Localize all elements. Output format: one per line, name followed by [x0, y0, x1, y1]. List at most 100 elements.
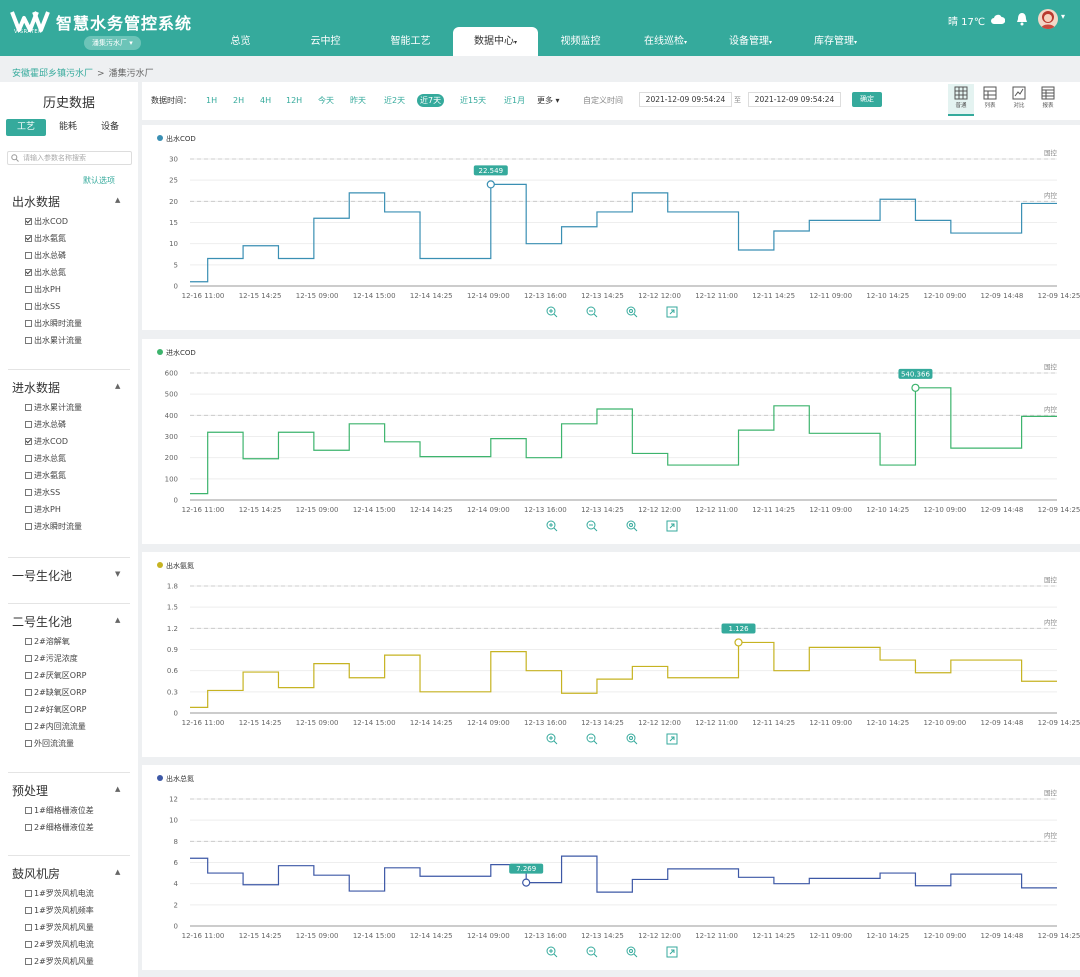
nav-item-inventory[interactable]: 库存管理▾ [793, 27, 878, 56]
chevron-up-icon[interactable]: ▲ [115, 196, 121, 204]
tab-process[interactable]: 工艺 [6, 119, 46, 136]
checkbox-unchecked[interactable] [25, 523, 32, 530]
checkbox-item[interactable]: 2#罗茨风机风量 [25, 956, 94, 968]
nav-item-smart-process[interactable]: 智能工艺 [368, 27, 453, 56]
range-today[interactable]: 今天 [318, 96, 334, 105]
default-option-link[interactable]: 默认选项 [83, 176, 115, 185]
checkbox-unchecked[interactable] [25, 689, 32, 696]
checkbox-unchecked[interactable] [25, 941, 32, 948]
range-yesterday[interactable]: 昨天 [350, 96, 366, 105]
breadcrumb-root[interactable]: 安徽霍邱乡镇污水厂 [12, 69, 94, 79]
view-report-button[interactable]: 报表 [1035, 84, 1061, 116]
checkbox-item[interactable]: 出水累计流量 [25, 335, 82, 347]
checkbox-unchecked[interactable] [25, 404, 32, 411]
range-15-days[interactable]: 近15天 [460, 96, 487, 105]
checkbox-item[interactable]: 1#罗茨风机电流 [25, 888, 94, 900]
checkbox-unchecked[interactable] [25, 924, 32, 931]
more-dropdown[interactable]: 更多 ▾ [537, 95, 560, 106]
nav-item-video[interactable]: 视频监控 [538, 27, 623, 56]
checkbox-item[interactable]: 1#罗茨风机频率 [25, 905, 94, 917]
section-header[interactable]: 进水数据 [12, 381, 61, 395]
range-2h[interactable]: 2H [233, 96, 245, 105]
section-header[interactable]: 预处理 [12, 784, 49, 798]
checkbox-item[interactable]: 1#罗茨风机风量 [25, 922, 94, 934]
checkbox-item[interactable]: 2#内回流流量 [25, 721, 86, 733]
checkbox-unchecked[interactable] [25, 337, 32, 344]
nav-item-overview[interactable]: 总览 [198, 27, 283, 56]
chevron-up-icon[interactable]: ▲ [115, 785, 121, 793]
checkbox-unchecked[interactable] [25, 807, 32, 814]
checkbox-item[interactable]: 出水总氮 [25, 267, 66, 279]
checkbox-item[interactable]: 进水SS [25, 487, 60, 499]
checkbox-unchecked[interactable] [25, 421, 32, 428]
checkbox-unchecked[interactable] [25, 672, 32, 679]
range-1-month[interactable]: 近1月 [504, 96, 526, 105]
checkbox-item[interactable]: 出水氨氮 [25, 233, 66, 245]
checkbox-item[interactable]: 外回流流量 [25, 738, 74, 750]
zoom-reset-icon[interactable] [626, 733, 638, 745]
section-header[interactable]: 出水数据 [12, 195, 61, 209]
range-4h[interactable]: 4H [260, 96, 272, 105]
checkbox-item[interactable]: 出水PH [25, 284, 61, 296]
nav-item-cloud-control[interactable]: 云中控 [283, 27, 368, 56]
fullscreen-icon[interactable] [666, 946, 678, 958]
range-12h[interactable]: 12H [286, 96, 303, 105]
zoom-reset-icon[interactable] [626, 946, 638, 958]
section-header[interactable]: 鼓风机房 [12, 867, 61, 881]
checkbox-checked[interactable] [25, 218, 32, 225]
checkbox-checked[interactable] [25, 438, 32, 445]
start-date-input[interactable]: 2021-12-09 09:54:24 [639, 92, 732, 107]
search-input[interactable]: 请输入参数名称搜索 [7, 151, 132, 165]
checkbox-item[interactable]: 2#罗茨风机电流 [25, 939, 94, 951]
checkbox-unchecked[interactable] [25, 638, 32, 645]
checkbox-item[interactable]: 2#细格栅液位差 [25, 822, 94, 834]
checkbox-unchecked[interactable] [25, 472, 32, 479]
nav-item-data-center[interactable]: 数据中心▾ [453, 27, 538, 56]
nav-item-inspection[interactable]: 在线巡检▾ [623, 27, 708, 56]
zoom-out-icon[interactable] [586, 733, 598, 745]
checkbox-unchecked[interactable] [25, 890, 32, 897]
view-normal-button[interactable]: 普通 [948, 84, 974, 116]
bell-icon[interactable] [1016, 12, 1028, 26]
checkbox-item[interactable]: 2#好氧区ORP [25, 704, 86, 716]
checkbox-item[interactable]: 2#厌氧区ORP [25, 670, 86, 682]
checkbox-item[interactable]: 进水COD [25, 436, 68, 448]
confirm-button[interactable]: 确定 [852, 92, 882, 107]
checkbox-item[interactable]: 1#细格栅液位差 [25, 805, 94, 817]
view-compare-button[interactable]: 对比 [1006, 84, 1032, 116]
zoom-reset-icon[interactable] [626, 520, 638, 532]
checkbox-item[interactable]: 出水总磷 [25, 250, 66, 262]
section-header[interactable]: 二号生化池 [12, 615, 73, 629]
checkbox-unchecked[interactable] [25, 655, 32, 662]
plant-select[interactable]: 潘集污水厂 ▾ [84, 36, 141, 50]
checkbox-unchecked[interactable] [25, 286, 32, 293]
checkbox-unchecked[interactable] [25, 489, 32, 496]
checkbox-item[interactable]: 进水瞬时流量 [25, 521, 82, 533]
checkbox-unchecked[interactable] [25, 303, 32, 310]
checkbox-unchecked[interactable] [25, 706, 32, 713]
checkbox-item[interactable]: 出水瞬时流量 [25, 318, 82, 330]
zoom-reset-icon[interactable] [626, 306, 638, 318]
checkbox-checked[interactable] [25, 269, 32, 276]
chevron-down-icon[interactable]: ▼ [115, 570, 121, 578]
range-7-days[interactable]: 近7天 [417, 94, 445, 107]
zoom-in-icon[interactable] [546, 733, 558, 745]
end-date-input[interactable]: 2021-12-09 09:54:24 [748, 92, 841, 107]
checkbox-checked[interactable] [25, 235, 32, 242]
chevron-up-icon[interactable]: ▲ [115, 616, 121, 624]
zoom-out-icon[interactable] [586, 520, 598, 532]
zoom-in-icon[interactable] [546, 306, 558, 318]
checkbox-unchecked[interactable] [25, 824, 32, 831]
range-2-days[interactable]: 近2天 [384, 96, 406, 105]
checkbox-unchecked[interactable] [25, 320, 32, 327]
checkbox-unchecked[interactable] [25, 958, 32, 965]
checkbox-item[interactable]: 2#污泥浓度 [25, 653, 78, 665]
logo-icon[interactable] [10, 6, 50, 36]
tab-energy[interactable]: 能耗 [58, 122, 77, 132]
checkbox-item[interactable]: 2#缺氧区ORP [25, 687, 86, 699]
fullscreen-icon[interactable] [666, 306, 678, 318]
chevron-up-icon[interactable]: ▲ [115, 868, 121, 876]
chevron-down-icon[interactable]: ▾ [1061, 12, 1066, 21]
zoom-out-icon[interactable] [586, 946, 598, 958]
checkbox-item[interactable]: 进水总磷 [25, 419, 66, 431]
